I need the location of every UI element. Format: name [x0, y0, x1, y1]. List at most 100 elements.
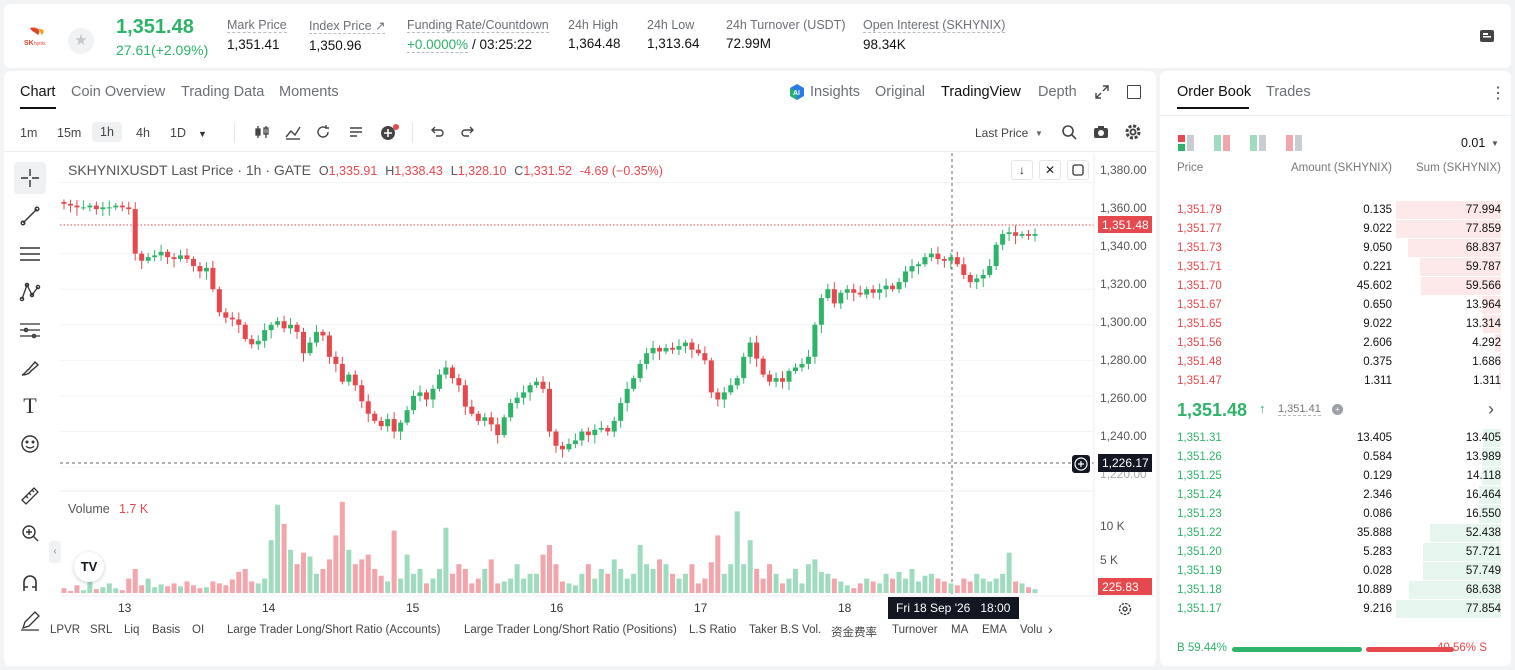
indicator-tab[interactable]: EMA: [982, 624, 1007, 636]
zoom-icon[interactable]: [14, 517, 46, 549]
crosshair-icon[interactable]: [14, 162, 46, 194]
camera-icon[interactable]: [1092, 123, 1110, 141]
text-icon[interactable]: T: [23, 393, 37, 418]
indicator-tab[interactable]: 资金费率: [831, 627, 877, 639]
chevron-down-icon[interactable]: ▼: [1035, 129, 1043, 138]
timeframe-1d[interactable]: 1D: [170, 126, 186, 140]
indicator-tab[interactable]: Turnover: [892, 624, 938, 636]
indicator-tab[interactable]: L.S Ratio: [689, 624, 737, 636]
book-both-icon[interactable]: [1178, 135, 1196, 151]
replay-icon[interactable]: [314, 123, 332, 141]
bid-row[interactable]: 1,351.20 5.283 57.721: [1160, 543, 1511, 562]
search-icon[interactable]: [1060, 123, 1078, 141]
magnet-icon[interactable]: [14, 568, 46, 600]
ask-row[interactable]: 1,351.79 0.135 77.994: [1160, 201, 1511, 220]
indicator-tab[interactable]: Volu: [1020, 624, 1043, 636]
ask-row[interactable]: 1,351.77 9.022 77.859: [1160, 220, 1511, 239]
book-sell-icon[interactable]: [1286, 135, 1304, 151]
tab-depth[interactable]: Depth: [1038, 84, 1077, 100]
ask-row[interactable]: 1,351.48 0.375 1.686: [1160, 353, 1511, 372]
tradingview-logo[interactable]: TV: [74, 552, 104, 582]
candles-icon[interactable]: [253, 123, 271, 141]
timeframe-1h[interactable]: 1h: [92, 122, 122, 142]
settings-icon[interactable]: [1117, 601, 1133, 617]
precision-selector[interactable]: 0.01: [1461, 136, 1486, 150]
ruler-icon[interactable]: [14, 480, 46, 512]
bid-row[interactable]: 1,351.17 9.216 77.854: [1160, 600, 1511, 619]
price-type-selector[interactable]: Last Price: [975, 126, 1029, 140]
add-alert-icon[interactable]: [1072, 455, 1090, 473]
fullscreen-icon[interactable]: [1067, 160, 1089, 180]
redo-icon[interactable]: [459, 123, 477, 141]
document-icon[interactable]: [1477, 26, 1497, 46]
tab-coin-overview[interactable]: Coin Overview: [71, 84, 166, 100]
candle-body: [676, 346, 682, 350]
ask-row[interactable]: 1,351.73 9.050 68.837: [1160, 239, 1511, 258]
favorite-star-icon[interactable]: ★: [68, 28, 94, 54]
ask-row[interactable]: 1,351.71 0.221 59.787: [1160, 258, 1511, 277]
pencil-icon[interactable]: [14, 605, 46, 637]
indicator-tab[interactable]: OI: [192, 624, 205, 636]
bid-row[interactable]: 1,351.26 0.584 13.989: [1160, 448, 1511, 467]
indicator-tab[interactable]: Basis: [152, 624, 181, 636]
trendline-icon[interactable]: [14, 200, 46, 232]
bid-row[interactable]: 1,351.22 35.888 52.438: [1160, 524, 1511, 543]
undo-icon[interactable]: [428, 123, 446, 141]
ask-row[interactable]: 1,351.56 2.606 4.292: [1160, 334, 1511, 353]
ai-insights-icon[interactable]: AI: [788, 83, 806, 101]
chevron-down-icon[interactable]: ▼: [198, 129, 207, 139]
indicator-tab[interactable]: Large Trader Long/Short Ratio (Positions…: [464, 624, 677, 636]
tab-tradingview[interactable]: TradingView: [941, 84, 1021, 100]
indicator-tab[interactable]: Taker B.S Vol.: [749, 624, 822, 636]
chevron-down-icon[interactable]: ▼: [1491, 139, 1499, 148]
indicator-icon[interactable]: [284, 123, 302, 141]
tab-insights[interactable]: Insights: [810, 84, 860, 100]
mark-info-icon[interactable]: +: [1332, 404, 1343, 415]
indicator-tab[interactable]: LPVR: [50, 624, 81, 636]
ask-row[interactable]: 1,351.70 45.602 59.566: [1160, 277, 1511, 296]
tab-order-book[interactable]: Order Book: [1177, 84, 1252, 100]
book-bids-icon[interactable]: [1214, 135, 1232, 151]
collapse-icon[interactable]: ✕: [1039, 160, 1061, 180]
candlestick-chart[interactable]: [4, 71, 1156, 666]
timeframe-1m[interactable]: 1m: [20, 126, 38, 140]
bid-row[interactable]: 1,351.25 0.129 14.118: [1160, 467, 1511, 486]
bid-row[interactable]: 1,351.24 2.346 16.464: [1160, 486, 1511, 505]
tab-moments[interactable]: Moments: [279, 84, 339, 100]
alert-icon[interactable]: [379, 123, 399, 141]
indicator-tab[interactable]: Large Trader Long/Short Ratio (Accounts): [227, 624, 441, 636]
emoji-icon[interactable]: [14, 428, 46, 460]
gear-icon[interactable]: [1124, 123, 1142, 141]
template-icon[interactable]: [347, 123, 365, 141]
tab-trading-data[interactable]: Trading Data: [181, 84, 265, 100]
ask-row[interactable]: 1,351.67 0.650 13.964: [1160, 296, 1511, 315]
tab-original[interactable]: Original: [875, 84, 925, 100]
timeframe-15m[interactable]: 15m: [57, 126, 82, 140]
bid-row[interactable]: 1,351.18 10.889 68.638: [1160, 581, 1511, 600]
chevron-right-icon[interactable]: ›: [1048, 621, 1053, 637]
bid-row[interactable]: 1,351.23 0.086 16.550: [1160, 505, 1511, 524]
stat-index-price[interactable]: Index Price ↗ 1,350.96: [309, 18, 386, 53]
collapse-toolbar-button[interactable]: ‹: [49, 541, 61, 563]
window-icon[interactable]: [1127, 85, 1141, 99]
indicator-tab[interactable]: Liq: [124, 624, 140, 636]
more-icon[interactable]: ⋮: [1490, 85, 1506, 102]
chevron-right-icon[interactable]: ›: [1488, 399, 1494, 419]
ask-row[interactable]: 1,351.65 9.022 13.314: [1160, 315, 1511, 334]
stat-label[interactable]: Index Price ↗: [309, 19, 386, 34]
ask-row[interactable]: 1,351.47 1.311 1.311: [1160, 372, 1511, 391]
book-buy-icon[interactable]: [1250, 135, 1268, 151]
bid-row[interactable]: 1,351.31 13.405 13.405: [1160, 429, 1511, 448]
tab-trades[interactable]: Trades: [1266, 84, 1311, 100]
indicator-tab[interactable]: MA: [951, 624, 969, 636]
tab-chart[interactable]: Chart: [20, 84, 56, 100]
arrow-down-icon[interactable]: ↓: [1011, 160, 1033, 180]
indicator-tab[interactable]: SRL: [90, 624, 113, 636]
expand-icon[interactable]: [1094, 84, 1110, 100]
bid-row[interactable]: 1,351.19 0.028 57.749: [1160, 562, 1511, 581]
brush-icon[interactable]: [14, 352, 46, 384]
pattern-icon[interactable]: [14, 276, 46, 308]
fib-icon[interactable]: [14, 238, 46, 270]
measure-icon[interactable]: [14, 314, 46, 346]
timeframe-4h[interactable]: 4h: [136, 126, 150, 140]
